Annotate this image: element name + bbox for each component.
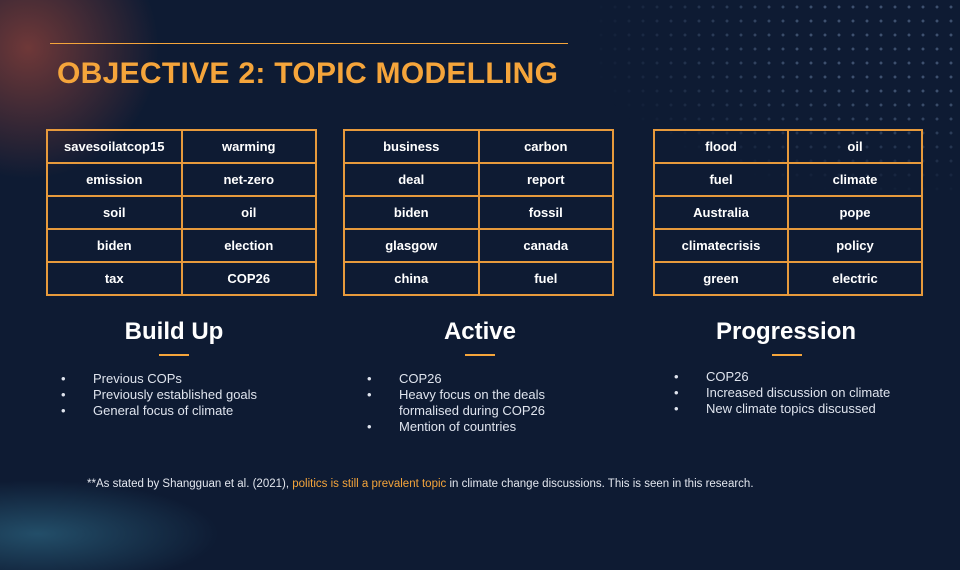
heading-build-up: Build Up — [124, 318, 224, 345]
table-cell: Australia — [653, 195, 789, 230]
table-cell: oil — [787, 129, 923, 164]
table-cell: flood — [653, 129, 789, 164]
table-row: china fuel — [343, 261, 614, 296]
topic-table-build-up: savesoilatcop15 warming emission net-zer… — [46, 129, 317, 296]
table-cell: tax — [46, 261, 183, 296]
heading-underline — [465, 354, 495, 356]
table-cell: deal — [343, 162, 480, 197]
table-cell: green — [653, 261, 789, 296]
table-row: biden fossil — [343, 195, 614, 230]
footnote: **As stated by Shangguan et al. (2021), … — [87, 478, 917, 490]
footnote-text-end: in climate change discussions. This is s… — [446, 478, 754, 490]
list-item: New climate topics discussed — [674, 401, 934, 417]
heading-active: Active — [443, 318, 517, 345]
table-cell: policy — [787, 228, 923, 263]
table-cell: soil — [46, 195, 183, 230]
table-row: business carbon — [343, 129, 614, 164]
table-cell: biden — [46, 228, 183, 263]
table-cell: savesoilatcop15 — [46, 129, 183, 164]
footnote-highlight: politics is still a prevalent topic — [292, 478, 447, 490]
table-cell: climate — [787, 162, 923, 197]
list-item: Increased discussion on climate — [674, 385, 934, 401]
table-row: flood oil — [653, 129, 923, 164]
table-row: green electric — [653, 261, 923, 296]
list-item: Mention of countries — [367, 419, 607, 435]
table-cell: fossil — [477, 195, 614, 230]
table-cell: electric — [787, 261, 923, 296]
progression-bullet-list: COP26 Increased discussion on climate Ne… — [674, 369, 934, 417]
table-row: Australia pope — [653, 195, 923, 230]
table-cell: fuel — [477, 261, 614, 296]
table-cell: COP26 — [180, 261, 317, 296]
footnote-text: **As stated by Shangguan et al. (2021), — [87, 478, 293, 490]
table-row: fuel climate — [653, 162, 923, 197]
table-cell: pope — [787, 195, 923, 230]
table-cell: climatecrisis — [653, 228, 789, 263]
list-item: Heavy focus on the deals formalised duri… — [367, 387, 607, 419]
active-bullet-list: COP26 Heavy focus on the deals formalise… — [367, 371, 607, 435]
list-item: General focus of climate — [61, 403, 321, 419]
table-cell: china — [343, 261, 480, 296]
table-cell: canada — [477, 228, 614, 263]
table-cell: report — [477, 162, 614, 197]
table-cell: net-zero — [180, 162, 317, 197]
table-row: savesoilatcop15 warming — [46, 129, 317, 164]
table-cell: oil — [180, 195, 317, 230]
build-up-bullet-list: Previous COPs Previously established goa… — [61, 371, 321, 419]
heading-underline — [772, 354, 802, 356]
table-row: glasgow canada — [343, 228, 614, 263]
table-cell: election — [180, 228, 317, 263]
table-row: deal report — [343, 162, 614, 197]
table-cell: business — [343, 129, 480, 164]
list-item: COP26 — [367, 371, 607, 387]
table-cell: biden — [343, 195, 480, 230]
heading-progression: Progression — [715, 318, 857, 345]
table-cell: glasgow — [343, 228, 480, 263]
heading-underline — [159, 354, 189, 356]
topic-table-progression: flood oil fuel climate Australia pope cl… — [653, 129, 923, 296]
table-row: tax COP26 — [46, 261, 317, 296]
table-cell: carbon — [477, 129, 614, 164]
table-cell: emission — [46, 162, 183, 197]
slide-title: OBJECTIVE 2: TOPIC MODELLING — [57, 57, 559, 90]
table-row: soil oil — [46, 195, 317, 230]
table-cell: fuel — [653, 162, 789, 197]
list-item: Previously established goals — [61, 387, 321, 403]
topic-table-active: business carbon deal report biden fossil… — [343, 129, 614, 296]
table-row: emission net-zero — [46, 162, 317, 197]
list-item: Previous COPs — [61, 371, 321, 387]
list-item: COP26 — [674, 369, 934, 385]
table-row: biden election — [46, 228, 317, 263]
table-cell: warming — [180, 129, 317, 164]
table-row: climatecrisis policy — [653, 228, 923, 263]
title-rule — [50, 43, 568, 44]
background-teal-glow — [0, 480, 220, 570]
